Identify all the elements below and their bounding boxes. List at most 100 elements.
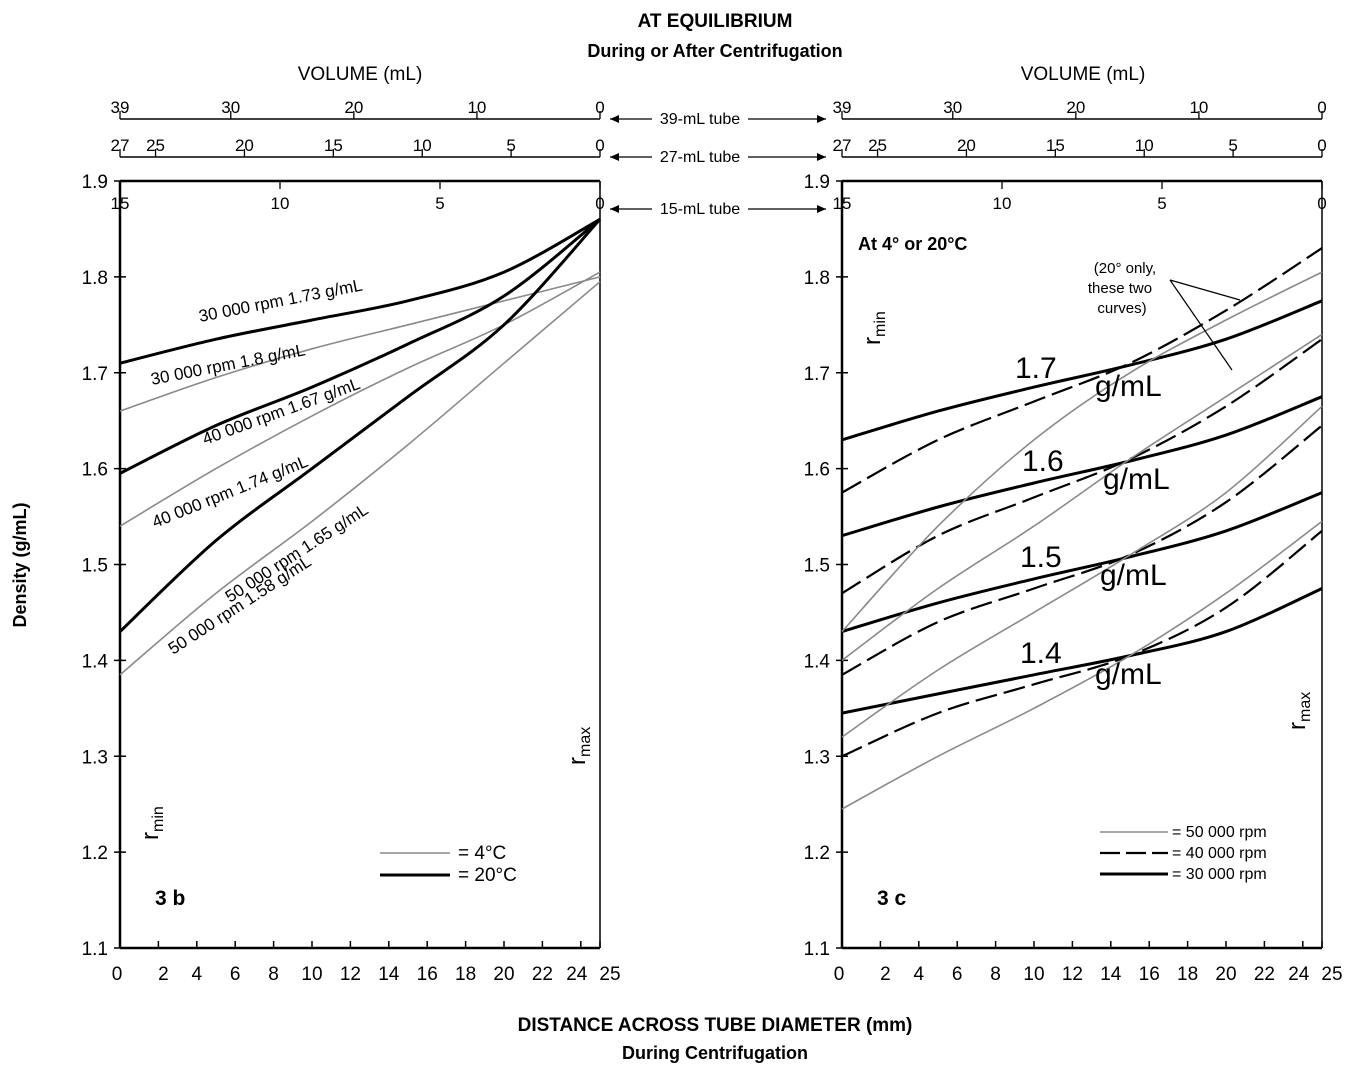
x-tick-label: 20 [1215, 964, 1236, 985]
series-line-3 [119, 271, 601, 527]
panel-3b-series [118, 217, 602, 676]
volume-tick-label: 15 [833, 194, 852, 213]
volume-tick-label: 10 [413, 136, 432, 155]
y-tick-label: 1.7 [82, 364, 108, 385]
series-line-4 [841, 491, 1323, 634]
volume-tick-label: 5 [1157, 194, 1166, 213]
note-pointer-1 [1169, 279, 1241, 301]
x-tick-label: 6 [952, 964, 963, 985]
svg-text:rmin: rmin [137, 806, 167, 840]
panel-3c-note: (20° only, these two curves) [1088, 260, 1241, 371]
x-tick-label: 25 [599, 964, 620, 985]
x-tick-label: 8 [990, 964, 1001, 985]
y-tick-label: 1.8 [82, 268, 108, 289]
y-tick-label: 1.6 [804, 460, 830, 481]
density-label-value-0: 1.7 [1015, 352, 1057, 385]
x-tick-label: 2 [158, 964, 169, 985]
density-label-unit-1: g/mL [1103, 463, 1170, 496]
volume-tick-label: 25 [868, 136, 887, 155]
volume-tick-label: 25 [146, 136, 165, 155]
density-label-unit-0: g/mL [1095, 370, 1162, 403]
volume-tick-label: 0 [595, 98, 604, 117]
volume-tick-label: 0 [1317, 136, 1326, 155]
panel-3c-axes: 1.11.21.31.41.51.61.71.81.90 2 4 6 8 10 12 14 16… [804, 98, 1343, 985]
curve-label-3: 40 000 rpm 1.74 g/mL [149, 452, 310, 532]
tube-27-text: 27-mL tube [660, 149, 740, 166]
legend-40k-label: = 40 000 rpm [1172, 845, 1267, 862]
density-label-value-3: 1.4 [1020, 637, 1062, 670]
x-tick-label: 18 [1177, 964, 1198, 985]
x-tick-label: 22 [1254, 964, 1275, 985]
panel-3b-rmin: rmin [137, 806, 167, 840]
volume-tick-label: 10 [467, 98, 486, 117]
x-tick-label: 12 [1062, 964, 1083, 985]
x-tick-label: 16 [417, 964, 438, 985]
panel-3c-legend: = 50 000 rpm = 40 000 rpm = 30 000 rpm [1100, 824, 1267, 883]
panel-3c-condition: At 4° or 20°C [858, 234, 967, 254]
y-tick-label: 1.5 [804, 556, 830, 577]
x-tick-label: 14 [378, 964, 400, 985]
volume-tick-label: 10 [271, 194, 290, 213]
y-tick-label: 1.3 [804, 747, 830, 768]
volume-tick-label: 30 [221, 98, 240, 117]
y-tick-label: 1.6 [82, 460, 108, 481]
header-line1: AT EQUILIBRIUM [638, 11, 793, 32]
series-line-9 [841, 333, 1323, 662]
curve-label-1: 30 000 rpm 1.8 g/mL [149, 340, 307, 389]
x-tick-label: 4 [192, 964, 203, 985]
volume-tick-label: 10 [993, 194, 1012, 213]
legend-4c-label: = 4°C [458, 843, 506, 864]
x-tick-label: 12 [340, 964, 361, 985]
volume-tick-label: 5 [435, 194, 444, 213]
series-line-2 [119, 218, 601, 475]
y-tick-label: 1.5 [82, 556, 108, 577]
x-tick-label: 14 [1100, 964, 1122, 985]
panel-3c-density-labels: 1.7 g/mL 1.6 g/mL 1.5 g/mL 1.4 g/mL [1015, 352, 1170, 691]
legend-20c-label: = 20°C [458, 865, 517, 886]
volume-tick-label: 0 [1317, 98, 1326, 117]
legend-50k-label: = 50 000 rpm [1172, 824, 1267, 841]
density-label-value-1: 1.6 [1022, 445, 1064, 478]
y-tick-label: 1.9 [82, 172, 108, 193]
volume-tick-label: 10 [1135, 136, 1154, 155]
volume-tick-label: 15 [111, 194, 130, 213]
y-tick-label: 1.8 [804, 268, 830, 289]
legend-30k-label: = 30 000 rpm [1172, 866, 1267, 883]
series-line-5 [841, 424, 1323, 676]
panel-3b: 1.11.21.31.41.51.61.71.81.90 2 4 6 8 10 12 14 16… [82, 98, 621, 985]
series-line-5 [119, 281, 601, 676]
volume-tick-label: 0 [595, 194, 604, 213]
x-tick-label: 22 [532, 964, 553, 985]
x-tick-label: 10 [1023, 964, 1044, 985]
y-tick-label: 1.7 [804, 364, 830, 385]
panel-3b-axes: 1.11.21.31.41.51.61.71.81.90 2 4 6 8 10 12 14 16… [82, 98, 621, 985]
volume-tick-label: 27 [111, 136, 130, 155]
x-tick-label: 24 [1288, 964, 1310, 985]
header-line2: During or After Centrifugation [587, 41, 842, 61]
volume-tick-label: 20 [344, 98, 363, 117]
y-tick-label: 1.1 [82, 939, 108, 960]
panel-3c-rmax: rmax [1284, 692, 1314, 730]
tube-label-27: 27-mL tube [610, 149, 826, 166]
density-label-unit-2: g/mL [1100, 559, 1167, 592]
series-line-4 [118, 218, 602, 633]
y-tick-label: 1.4 [82, 651, 109, 672]
y-tick-label: 1.9 [804, 172, 830, 193]
series-line-11 [841, 520, 1323, 810]
volume-tick-label: 0 [1317, 194, 1326, 213]
panel-3b-rmax: rmax [564, 727, 594, 765]
note-line1: (20° only, [1094, 260, 1156, 277]
series-line-6 [841, 587, 1323, 715]
volume-tick-label: 20 [1066, 98, 1085, 117]
svg-text:rmax: rmax [1284, 692, 1314, 730]
panel-3c-series [841, 247, 1323, 810]
series-line-1 [841, 247, 1323, 494]
y-tick-label: 1.1 [804, 939, 830, 960]
note-line3: curves) [1097, 300, 1146, 317]
note-pointer-2 [1169, 279, 1233, 371]
series-line-10 [841, 405, 1323, 738]
tube-label-39: 39-mL tube [610, 111, 826, 128]
y-tick-label: 1.2 [82, 843, 108, 864]
